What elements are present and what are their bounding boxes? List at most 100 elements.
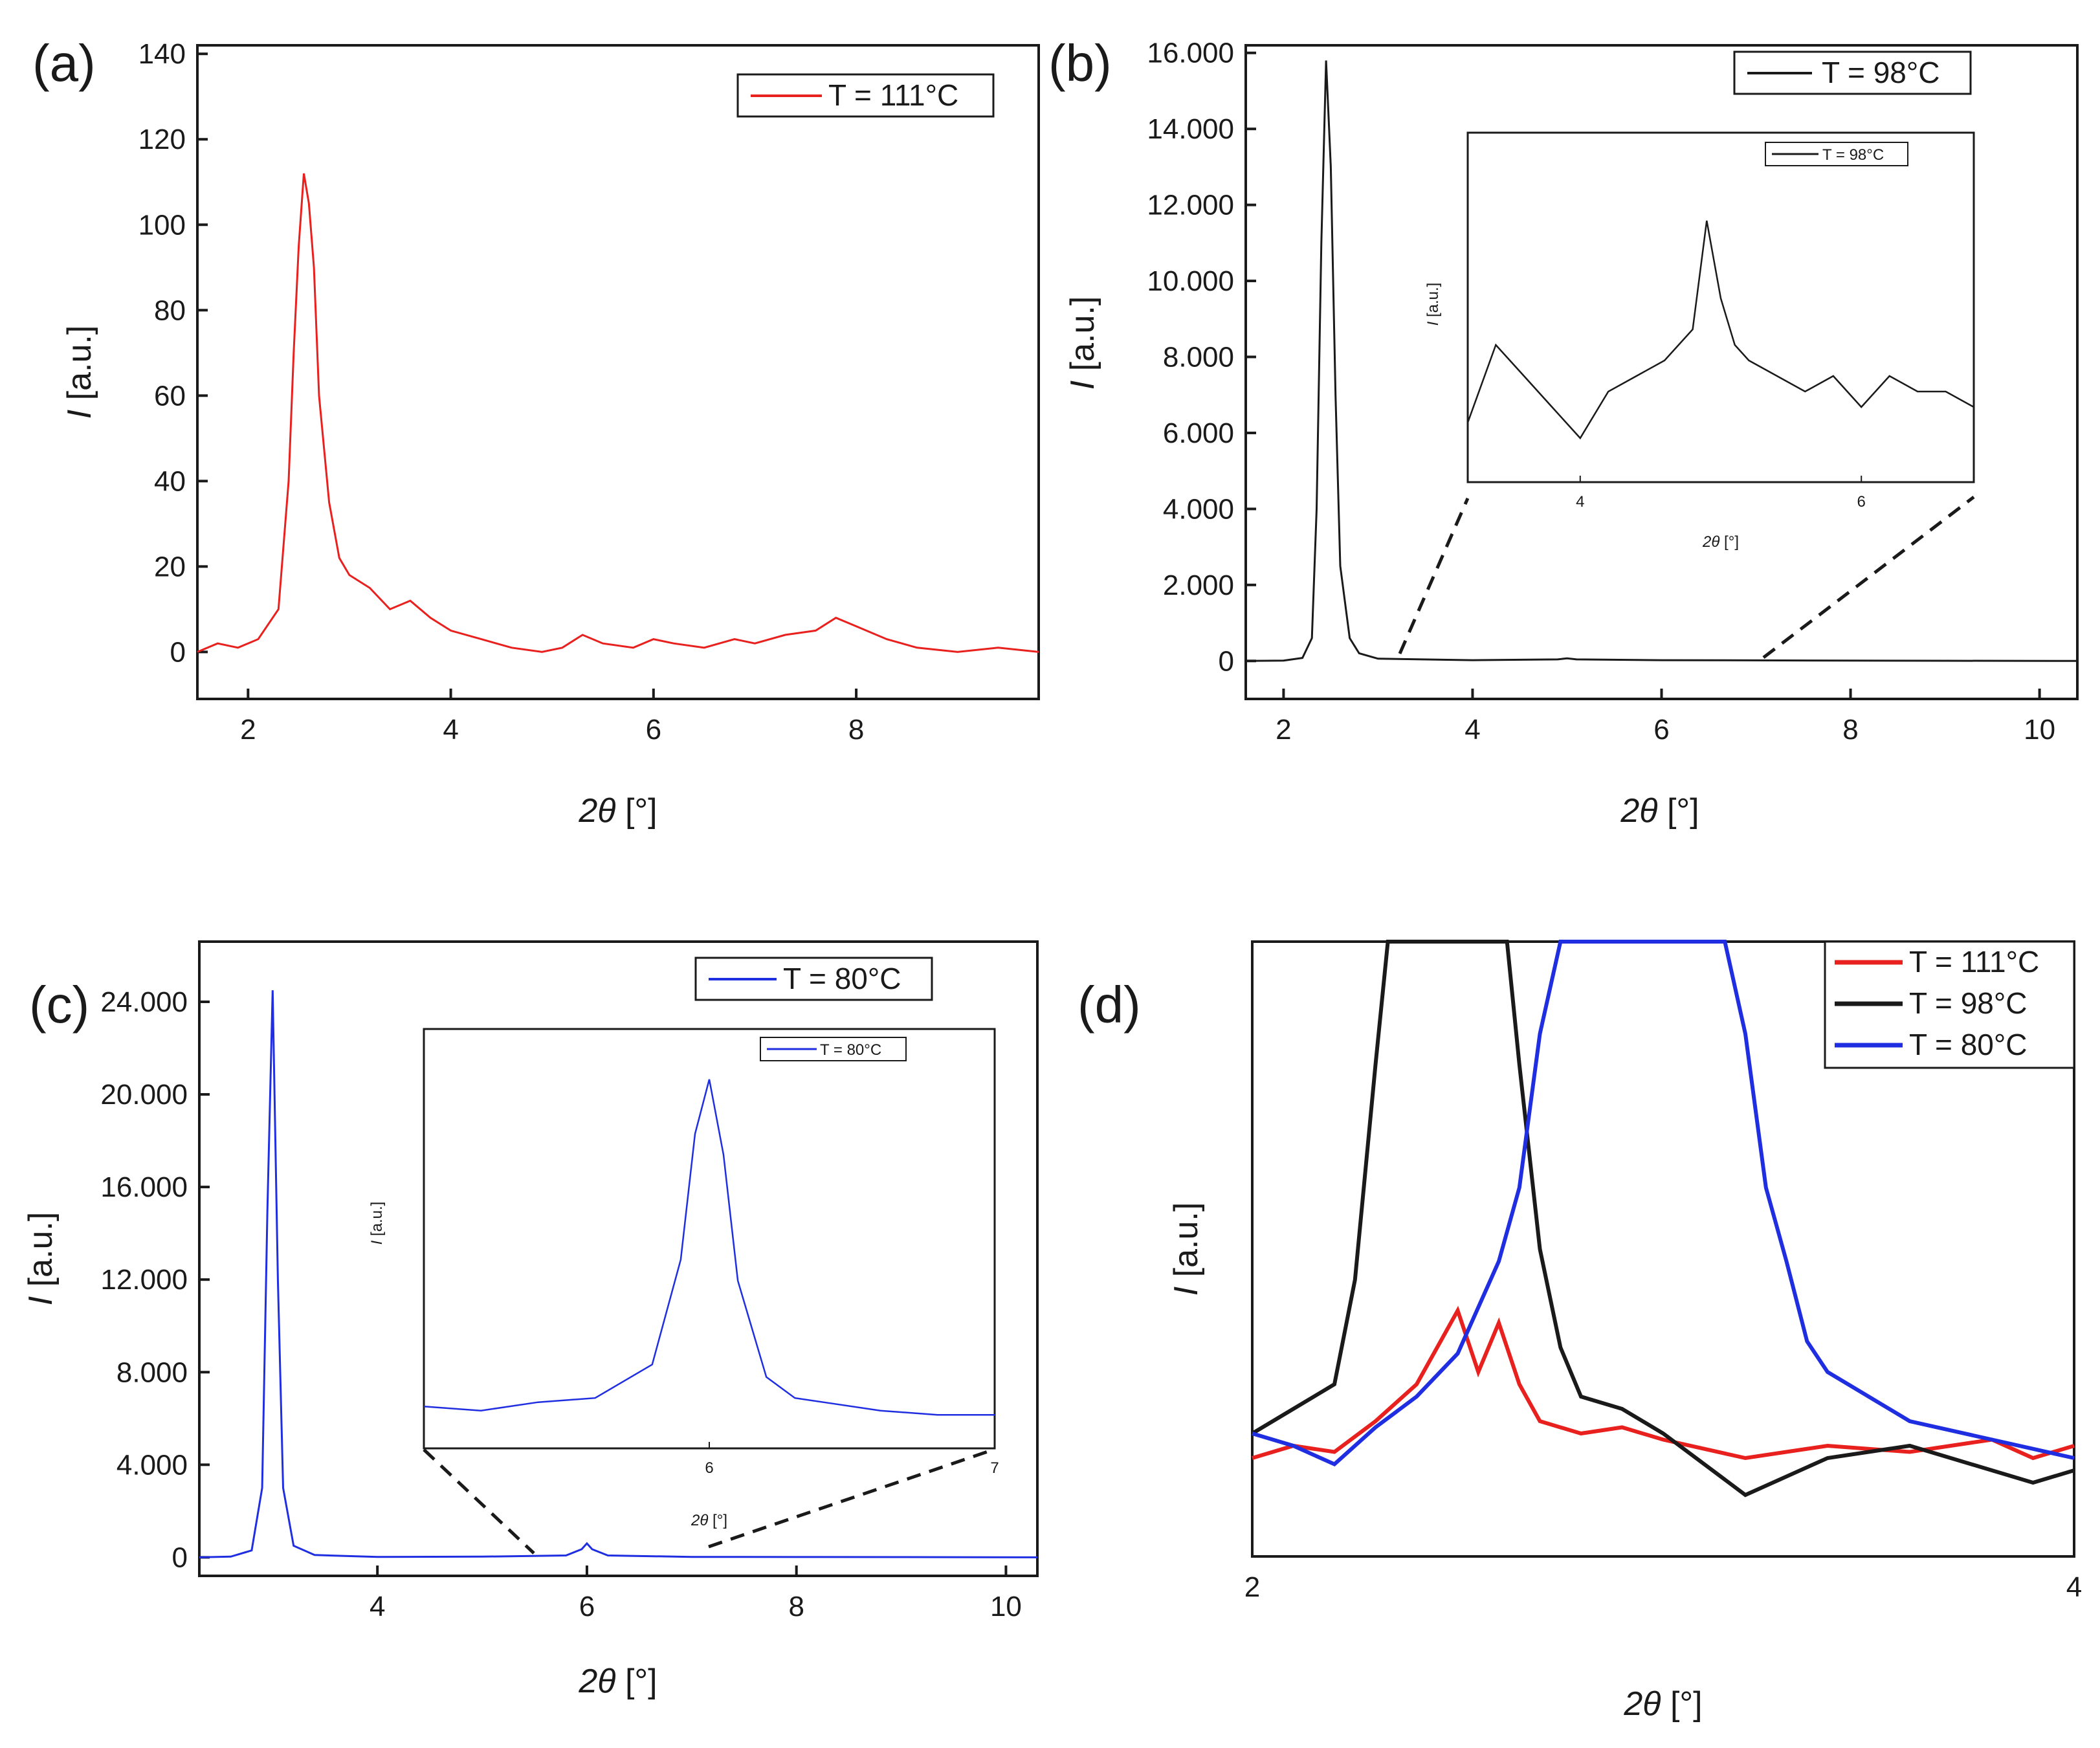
inset-frame-b (1466, 131, 1975, 483)
plot-frame-a (196, 44, 1040, 700)
series-line-b (1245, 60, 2078, 662)
y-tick-label: 4.000 (1163, 493, 1234, 525)
panel-label-b: (b) (1048, 34, 1112, 92)
legend-c: T = 80°C (694, 957, 933, 1001)
panel-b: (b) 2 4 6 8 1002.0004.0006.0008.00010.00012.… (1048, 34, 2079, 830)
panel-c: (c) 4 6 8 10 0 4.000 8.000 12.000 16.000 20.000 24… (22, 940, 1039, 1700)
x-tick-label: 2 (1276, 714, 1291, 746)
y-tick-label: 12.000 (100, 1264, 188, 1296)
legend-entry-d-0: T = 111°C (1909, 945, 2039, 979)
inset-y-axis-title-b: I [a.u.] (1424, 283, 1442, 326)
zoom-connector-left-c (423, 1448, 535, 1554)
y-tick-label: 60 (154, 380, 186, 412)
inset-x-axis-title-c: 2θ [°] (691, 1512, 727, 1529)
y-tick-label: 16.000 (100, 1171, 188, 1203)
y-axis-title-a: I [a.u.] (61, 326, 98, 419)
panel-label-c: (c) (29, 976, 89, 1034)
x-tick-label: 8 (1842, 714, 1858, 746)
x-tick-label: 6 (1653, 714, 1669, 746)
legend-entry-d-1: T = 98°C (1909, 986, 2027, 1020)
legend-entry-d-2: T = 80°C (1909, 1028, 2027, 1061)
legend-b: T = 98°C (1733, 50, 1972, 95)
x-tick-label: 6 (646, 714, 661, 746)
y-tick-label: 120 (138, 124, 186, 155)
x-tick-label: 6 (1857, 493, 1866, 511)
legend-d: T = 111°C T = 98°C T = 80°C (1824, 940, 2075, 1069)
legend-a: T = 111°C (736, 73, 995, 118)
x-axis-title-b: 2θ [°] (1620, 792, 1699, 830)
x-tick-label: 2 (240, 714, 256, 746)
y-tick-label: 4.000 (116, 1449, 188, 1481)
y-tick-label: 20.000 (100, 1079, 188, 1111)
x-tick-label: 8 (848, 714, 864, 746)
x-tick-label: 6 (579, 1591, 595, 1622)
inset-legend-entry-c: T = 80°C (820, 1041, 881, 1059)
zoom-connector-left-b (1398, 497, 1470, 655)
y-axis-title-c: I [a.u.] (22, 1212, 60, 1306)
series-lines-d (1251, 940, 2075, 1498)
y-tick-label: 80 (154, 294, 186, 326)
y-tick-label: 0 (1219, 645, 1234, 677)
legend-entry-c: T = 80°C (783, 962, 901, 995)
y-tick-label: 24.000 (100, 986, 188, 1018)
y-tick-label: 14.000 (1147, 113, 1234, 145)
x-tick-label: 4 (443, 714, 458, 746)
x-axis-title-d: 2θ [°] (1623, 1685, 1702, 1723)
legend-entry-b: T = 98°C (1822, 56, 1940, 89)
y-tick-label: 140 (138, 38, 186, 70)
y-tick-label: 10.000 (1147, 265, 1234, 297)
axis-ticks-c: 4 6 8 10 0 4.000 8.000 12.000 16.000 20.000 24.000 (100, 986, 1021, 1622)
x-axis-title-a: 2θ [°] (578, 792, 657, 830)
y-tick-label: 16.000 (1147, 38, 1234, 69)
plot-frame-c (198, 940, 1039, 1577)
y-tick-label: 0 (170, 636, 186, 668)
y-tick-label: 8.000 (116, 1356, 188, 1388)
x-tick-label: 7 (990, 1459, 999, 1477)
panel-label-a: (a) (32, 34, 96, 92)
inset-legend-entry-b: T = 98°C (1822, 146, 1884, 164)
y-axis-title-b: I [a.u.] (1064, 296, 1101, 390)
y-tick-label: 0 (172, 1542, 188, 1573)
panel-label-d: (d) (1078, 976, 1141, 1034)
series-line-d-1 (1251, 940, 2075, 1498)
x-tick-label: 8 (788, 1591, 804, 1622)
inset-x-axis-title-b: 2θ [°] (1702, 533, 1739, 551)
inset-frame-c (423, 1028, 996, 1450)
x-tick-label: 10 (2024, 714, 2055, 746)
series-line-a (197, 173, 1039, 653)
x-tick-label: 4 (370, 1591, 385, 1622)
y-tick-label: 8.000 (1163, 342, 1234, 373)
y-tick-label: 20 (154, 551, 186, 582)
series-line-c (199, 990, 1038, 1558)
x-axis-title-c: 2θ [°] (578, 1663, 657, 1700)
legend-entry-a: T = 111°C (828, 78, 958, 112)
y-tick-label: 40 (154, 465, 186, 497)
axis-ticks-b: 2 4 6 8 1002.0004.0006.0008.00010.00012.0001… (1147, 38, 2055, 746)
y-tick-label: 6.000 (1163, 417, 1234, 449)
y-axis-title-d: I [a.u.] (1167, 1202, 1205, 1296)
zoom-connector-right-b (1762, 496, 1975, 659)
inset-y-axis-title-c: I [a.u.] (368, 1202, 386, 1245)
x-tick-label: 6 (705, 1459, 713, 1477)
series-line-d-2 (1252, 940, 2075, 1467)
x-tick-label: 4 (2066, 1571, 2082, 1603)
x-tick-label: 2 (1244, 1571, 1260, 1603)
inset-series-line-c (423, 1079, 995, 1416)
x-tick-label: 10 (990, 1591, 1022, 1622)
y-tick-label: 2.000 (1163, 570, 1234, 601)
inset-series-line-b (1466, 220, 1974, 440)
y-tick-label: 100 (138, 209, 186, 241)
y-tick-label: 12.000 (1147, 190, 1234, 221)
series-line-d-0 (1252, 1305, 2075, 1461)
x-tick-label: 4 (1464, 714, 1480, 746)
zoom-connector-right-c (708, 1448, 994, 1549)
